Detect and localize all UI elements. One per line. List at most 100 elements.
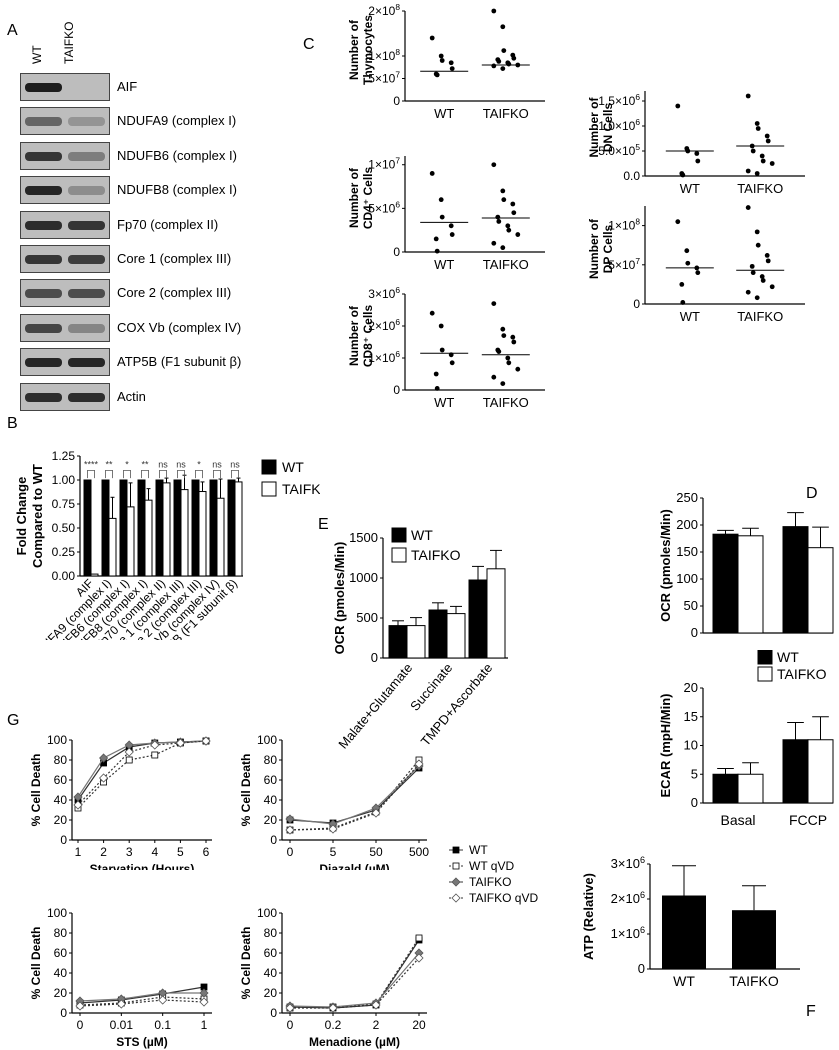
blot-band-ko	[68, 255, 105, 264]
x-axis-label: Starvation (Hours)	[90, 862, 195, 870]
y-tick-label: 2×106	[368, 317, 400, 333]
data-point	[511, 339, 517, 345]
legend-label: WT	[469, 843, 488, 857]
data-point	[515, 366, 521, 372]
x-tick-label: TAIFKO	[729, 973, 779, 989]
x-tick-label: 20	[412, 1018, 426, 1032]
blot-row-label: Core 1 (complex III)	[117, 251, 232, 266]
y-tick-label: 0	[633, 297, 640, 311]
y-axis-label: % Cell Death	[29, 927, 43, 1000]
y-tick-label: 150	[676, 544, 698, 559]
svg-text:ECAR (mpH/Min): ECAR (mpH/Min)	[658, 694, 673, 798]
series-line	[289, 759, 420, 831]
data-point	[754, 229, 760, 235]
bar	[662, 895, 706, 969]
bar-taifko	[180, 489, 189, 577]
x-tick-label: TAIFKO	[483, 257, 529, 272]
y-tick-label: 1.5×106	[598, 92, 640, 108]
y-tick-label: 1×106	[611, 925, 645, 941]
series-line	[79, 992, 204, 1002]
y-tick-label: 100	[47, 906, 67, 920]
legend-label: TAIFKO qVD	[469, 891, 538, 905]
y-tick-label: 0.75	[52, 497, 76, 511]
y-tick-label: 5×106	[368, 199, 400, 215]
svg-text:Fold Change: Fold Change	[14, 477, 29, 556]
data-point	[496, 349, 502, 354]
y-tick-label: 1.00	[52, 473, 76, 487]
blot-strip	[20, 348, 110, 377]
svg-text:Number of: Number of	[347, 305, 361, 366]
data-point	[285, 814, 295, 824]
bar-taifko	[144, 499, 153, 577]
legend-label: TAIFKO	[777, 666, 827, 682]
data-point	[745, 93, 751, 99]
legend-marker	[451, 893, 461, 903]
y-axis-label: % Cell Death	[29, 754, 43, 827]
data-point	[175, 738, 185, 748]
legend-marker	[452, 862, 460, 870]
legend-label: WT	[411, 527, 433, 543]
significance-label: ns	[212, 459, 222, 469]
data-point	[495, 214, 501, 220]
blot-row-label: NDUFB8 (complex I)	[117, 182, 237, 198]
data-point	[695, 270, 701, 276]
bar-wt	[782, 739, 809, 804]
data-point	[438, 197, 444, 203]
data-point	[201, 736, 211, 746]
blot-band-wt	[25, 289, 62, 299]
x-tick-label: WT	[434, 257, 454, 272]
legend-label: WT	[777, 650, 799, 665]
y-tick-label: 20	[684, 680, 698, 695]
bar-wt	[173, 479, 182, 577]
y-tick-label: 0.50	[52, 521, 76, 535]
y-tick-label: 250	[676, 490, 698, 505]
svg-text:% Cell Death: % Cell Death	[29, 754, 43, 827]
data-point	[433, 236, 439, 242]
atp-bar-chart: 0 1×106 2×106 3×106 ATP (Relative) WT TAIFKO	[581, 855, 800, 989]
svg-text:CD4⁺ Cells: CD4⁺ Cells	[361, 166, 375, 229]
y-tick-label: 40	[264, 966, 278, 980]
y-tick-label: 20	[54, 986, 68, 1000]
data-point	[506, 227, 512, 233]
blot-band-ko	[68, 358, 105, 368]
svg-text:Number of: Number of	[587, 218, 601, 279]
data-point	[434, 386, 440, 391]
y-axis-label: ECAR (mpH/Min)	[658, 694, 673, 798]
data-point	[448, 223, 454, 229]
blot-band-wt	[25, 117, 62, 127]
legend-swatch-taifko	[757, 666, 773, 682]
blot-band-ko	[68, 392, 105, 402]
bar-wt	[468, 579, 488, 659]
data-point	[429, 310, 435, 316]
data-point	[285, 1003, 295, 1013]
data-point	[124, 747, 134, 757]
data-point	[73, 800, 83, 810]
y-axis-label: Fold Change Compared to WT	[14, 464, 45, 568]
bar-taifko	[406, 625, 426, 659]
data-point	[491, 301, 497, 306]
significance-bracket	[177, 470, 185, 479]
data-point	[434, 248, 440, 254]
y-axis-label: Number of Thymocytes	[347, 15, 375, 85]
data-point	[158, 995, 168, 1005]
y-tick-label: 10	[684, 738, 698, 753]
data-point	[285, 825, 295, 835]
lane-label-taifko: TAIFKO	[62, 21, 76, 64]
bar-wt	[83, 479, 92, 577]
x-tick-label: TAIFKO	[483, 395, 529, 410]
data-point	[510, 334, 516, 340]
data-point	[680, 300, 686, 305]
blot-strip	[20, 245, 110, 273]
significance-bracket	[141, 470, 149, 479]
significance-bracket	[105, 470, 113, 479]
significance-label: ns	[230, 459, 240, 469]
panel-label-f: F	[806, 1003, 816, 1020]
y-tick-label: 20	[264, 986, 278, 1000]
x-tick-label: WT	[434, 395, 454, 410]
data-point	[199, 988, 209, 998]
bar-taifko	[807, 739, 834, 804]
data-point	[506, 360, 512, 366]
y-tick-label: 40	[54, 793, 68, 807]
